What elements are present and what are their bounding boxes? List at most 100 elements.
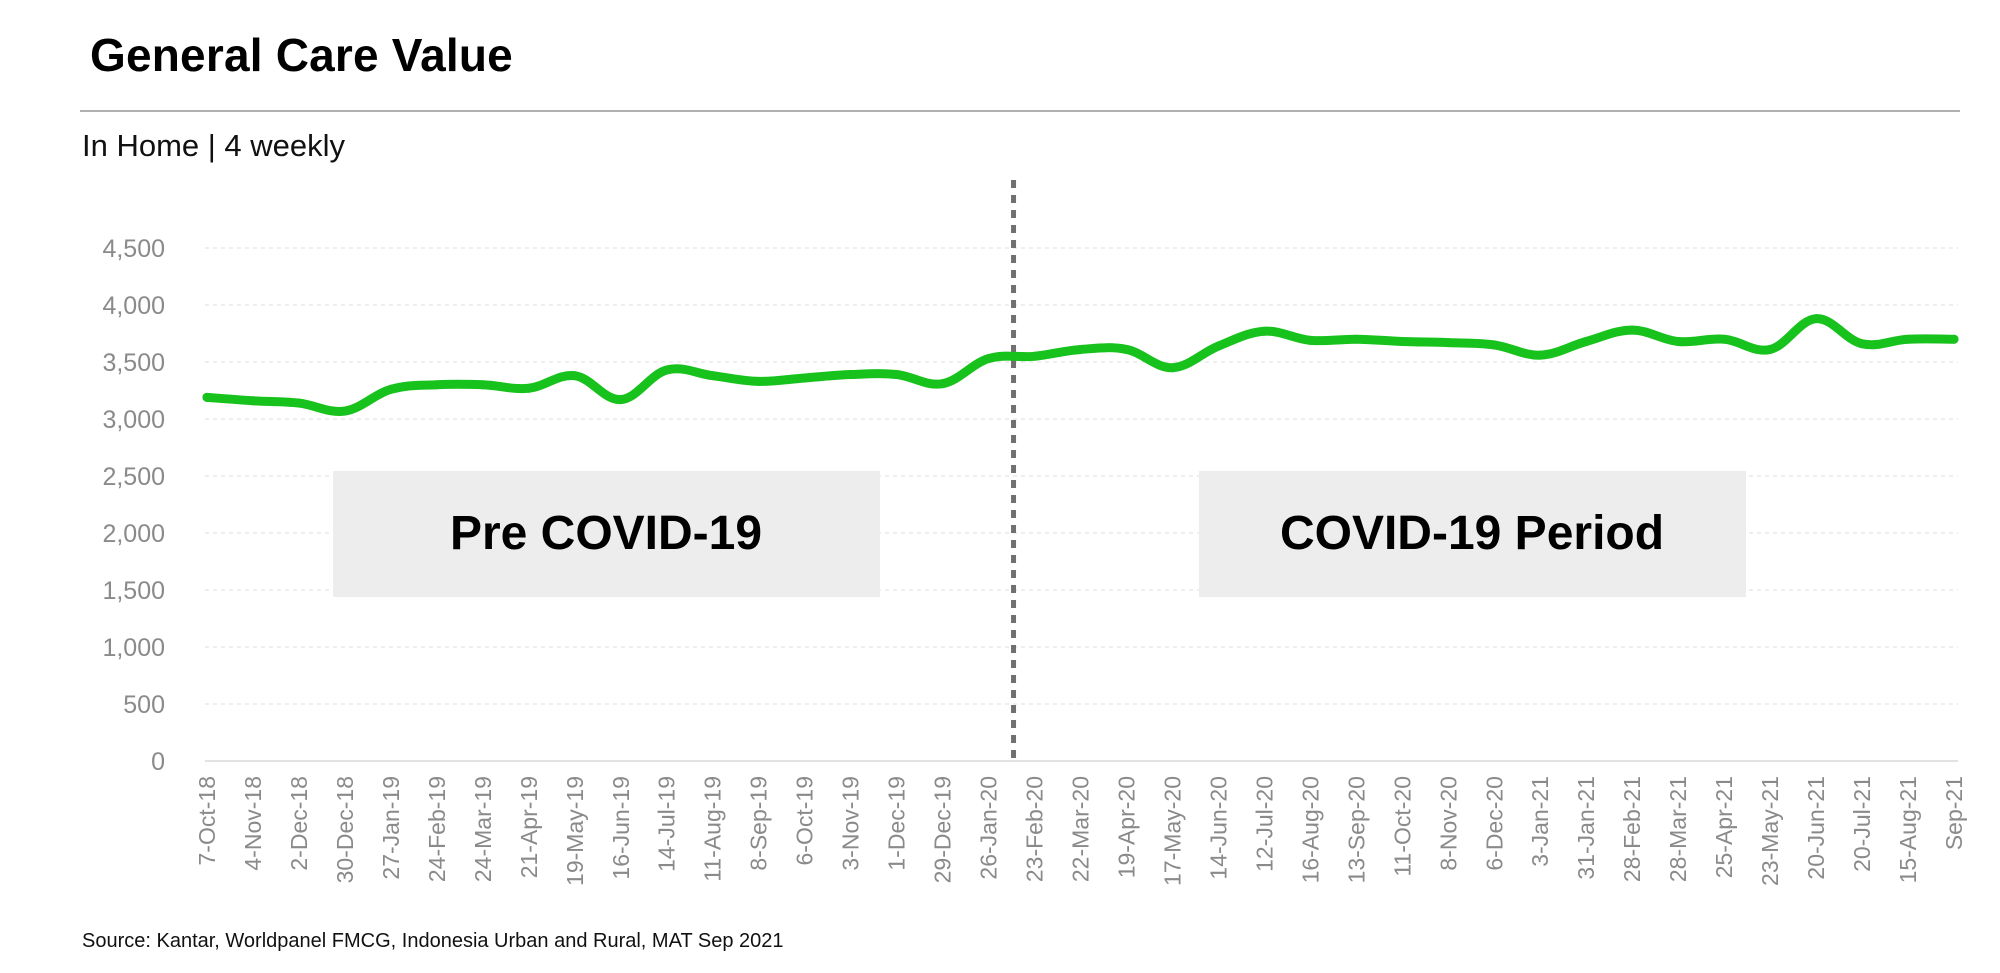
data-point bbox=[846, 370, 856, 380]
x-tick-label: 24-Mar-19 bbox=[470, 776, 496, 882]
data-point bbox=[386, 384, 396, 394]
data-point bbox=[1581, 336, 1591, 346]
data-point bbox=[984, 354, 994, 364]
x-tick-label: 2-Dec-18 bbox=[286, 776, 312, 871]
y-tick-label: 500 bbox=[123, 691, 165, 719]
data-point bbox=[432, 380, 442, 390]
x-tick-label: 20-Jun-21 bbox=[1803, 776, 1829, 880]
y-tick-label: 2,000 bbox=[102, 520, 165, 548]
x-tick-label: 1-Dec-19 bbox=[884, 776, 910, 871]
data-point bbox=[1857, 339, 1867, 349]
x-tick-label: 14-Jun-20 bbox=[1205, 776, 1231, 880]
y-axis-ticks: 0 500 1,000 1,500 2,000 2,500 3,000 3,500 4,000 4… bbox=[102, 235, 165, 776]
x-tick-label: 16-Jun-19 bbox=[608, 776, 634, 880]
data-point bbox=[754, 376, 764, 386]
title-divider bbox=[80, 110, 1960, 112]
source-note: Source: Kantar, Worldpanel FMCG, Indones… bbox=[82, 930, 784, 952]
x-tick-label: 26-Jan-20 bbox=[976, 776, 1002, 880]
x-tick-label: 8-Nov-20 bbox=[1435, 776, 1461, 871]
x-tick-label: 14-Jul-19 bbox=[654, 776, 680, 872]
data-point bbox=[570, 371, 580, 381]
x-tick-label: 11-Oct-20 bbox=[1389, 776, 1415, 877]
data-point bbox=[1765, 344, 1775, 354]
series-line bbox=[202, 314, 1959, 416]
x-tick-label: 11-Aug-19 bbox=[700, 776, 726, 882]
data-point bbox=[616, 395, 626, 405]
x-tick-label: 6-Oct-19 bbox=[792, 776, 818, 865]
data-point bbox=[662, 365, 672, 375]
x-tick-label: 19-Apr-20 bbox=[1113, 776, 1139, 878]
x-tick-label: 17-May-20 bbox=[1159, 776, 1185, 886]
x-tick-label: 31-Jan-21 bbox=[1573, 776, 1599, 880]
y-tick-label: 0 bbox=[151, 748, 165, 776]
data-point bbox=[524, 383, 534, 393]
x-tick-label: 25-Apr-21 bbox=[1711, 776, 1737, 878]
y-tick-label: 1,000 bbox=[102, 634, 165, 662]
data-point bbox=[1305, 335, 1315, 345]
chart-title: General Care Value bbox=[90, 29, 513, 81]
data-point bbox=[1903, 334, 1913, 344]
pre-covid-box bbox=[333, 471, 880, 597]
x-tick-label: 3-Jan-21 bbox=[1527, 776, 1553, 867]
x-tick-label: 29-Dec-19 bbox=[930, 776, 956, 883]
data-point bbox=[1076, 344, 1085, 354]
data-point bbox=[1030, 351, 1040, 361]
x-tick-label: 30-Dec-18 bbox=[332, 776, 358, 883]
data-point bbox=[340, 406, 350, 416]
x-tick-label: 22-Mar-20 bbox=[1068, 776, 1094, 882]
x-tick-label: 13-Sep-20 bbox=[1343, 776, 1369, 883]
y-tick-label: 4,500 bbox=[102, 235, 165, 263]
y-tick-label: 1,500 bbox=[102, 577, 165, 605]
covid-period-box bbox=[1199, 471, 1746, 597]
x-tick-label: 16-Aug-20 bbox=[1297, 776, 1323, 883]
y-tick-label: 4,000 bbox=[102, 292, 165, 320]
data-point bbox=[1351, 334, 1361, 344]
y-tick-label: 3,000 bbox=[102, 406, 165, 434]
data-point bbox=[800, 373, 810, 383]
x-tick-label: 27-Jan-19 bbox=[378, 776, 404, 880]
data-point bbox=[1259, 326, 1269, 336]
y-tick-label: 2,500 bbox=[102, 463, 165, 491]
data-point bbox=[1121, 344, 1131, 354]
x-tick-label: 20-Jul-21 bbox=[1849, 776, 1875, 872]
chart-subtitle: In Home | 4 weekly bbox=[82, 128, 346, 163]
data-point bbox=[1811, 314, 1821, 324]
data-point bbox=[1213, 341, 1223, 351]
x-tick-label: 23-Feb-20 bbox=[1022, 776, 1048, 882]
x-tick-label: 23-May-21 bbox=[1757, 776, 1783, 886]
x-tick-label: 6-Dec-20 bbox=[1481, 776, 1507, 871]
data-point bbox=[1535, 350, 1545, 360]
data-point bbox=[1949, 334, 1959, 344]
x-tick-label: 21-Apr-19 bbox=[516, 776, 542, 878]
data-point bbox=[1443, 338, 1453, 348]
data-points bbox=[202, 314, 1959, 416]
covid-period-label: COVID-19 Period bbox=[1280, 507, 1664, 560]
x-tick-label: 3-Nov-19 bbox=[838, 776, 864, 871]
data-point bbox=[1167, 363, 1177, 373]
x-tick-label: 24-Feb-19 bbox=[424, 776, 450, 882]
data-point bbox=[1489, 340, 1499, 350]
pre-covid-label: Pre COVID-19 bbox=[450, 507, 762, 560]
x-tick-label: 15-Aug-21 bbox=[1895, 776, 1921, 883]
period-annotations: Pre COVID-19 COVID-19 Period bbox=[333, 471, 1746, 597]
data-point bbox=[892, 370, 902, 380]
data-point bbox=[294, 398, 304, 408]
x-tick-label: 4-Nov-18 bbox=[240, 776, 266, 871]
data-point bbox=[938, 379, 948, 389]
data-point bbox=[478, 380, 488, 390]
data-point bbox=[202, 392, 212, 402]
x-tick-label: 7-Oct-18 bbox=[194, 776, 220, 865]
x-tick-label: 8-Sep-19 bbox=[746, 776, 772, 871]
x-axis-ticks: 7-Oct-18 4-Nov-18 2-Dec-18 30-Dec-18 27-Jan-… bbox=[194, 776, 1967, 886]
data-point bbox=[1673, 336, 1683, 346]
x-tick-label: Sep-21 bbox=[1941, 776, 1967, 850]
x-tick-label: 28-Feb-21 bbox=[1619, 776, 1645, 882]
data-point bbox=[248, 396, 258, 406]
x-tick-label: 19-May-19 bbox=[562, 776, 588, 886]
data-point bbox=[1627, 325, 1637, 335]
data-point bbox=[1397, 336, 1407, 346]
y-tick-label: 3,500 bbox=[102, 349, 165, 377]
data-point bbox=[708, 371, 718, 381]
x-tick-label: 12-Jul-20 bbox=[1251, 776, 1277, 872]
